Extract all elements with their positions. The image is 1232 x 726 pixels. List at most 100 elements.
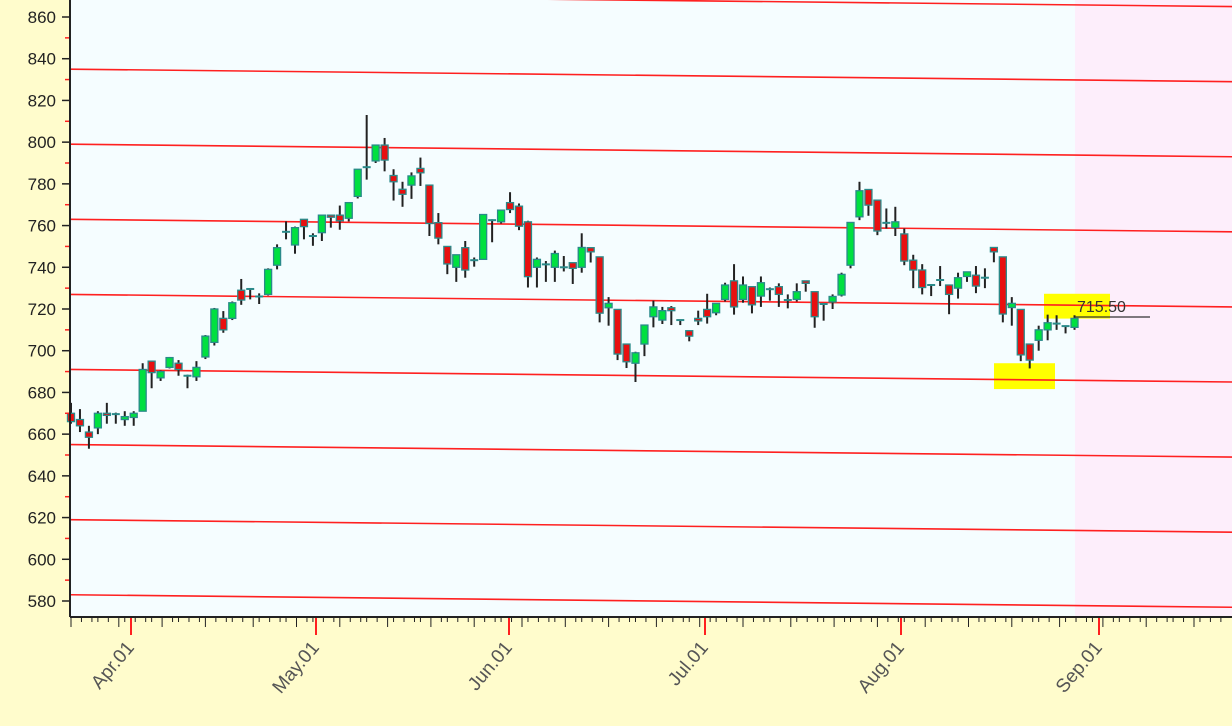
candle — [129, 411, 138, 426]
y-tick-label: 860 — [28, 8, 56, 27]
candle — [720, 282, 730, 302]
channel-line — [69, 518, 1232, 533]
candle-body — [729, 280, 739, 308]
x-tick-label: Jul.01 — [664, 638, 713, 690]
candle — [783, 294, 792, 309]
candle — [703, 293, 712, 324]
candle — [685, 330, 694, 342]
candle-body — [891, 221, 900, 229]
candle — [532, 257, 542, 288]
candle — [317, 214, 327, 242]
candle-body — [1070, 317, 1079, 329]
candle — [873, 199, 882, 236]
candle — [577, 233, 586, 273]
candle-body — [514, 205, 524, 227]
candle-body — [505, 201, 515, 211]
candle — [147, 360, 156, 389]
candle-body — [1043, 322, 1052, 331]
candle — [371, 144, 380, 163]
candle-body — [263, 268, 273, 296]
candle — [434, 213, 443, 245]
candle-body — [909, 259, 918, 271]
last-price-label: 715.50 — [1077, 299, 1126, 316]
candle — [156, 370, 165, 381]
candle — [201, 335, 210, 360]
candle-body — [353, 168, 362, 198]
candle — [1025, 343, 1034, 369]
candle-body — [577, 246, 586, 268]
candle-body — [398, 188, 407, 195]
candle — [1052, 315, 1061, 330]
candle — [514, 203, 524, 231]
candle — [479, 213, 488, 261]
candle — [640, 324, 649, 357]
candle — [344, 201, 353, 222]
candle — [909, 254, 918, 289]
candle-body — [416, 167, 425, 174]
candle-body — [685, 330, 694, 337]
y-tick-label: 800 — [28, 133, 56, 152]
candle-body — [299, 218, 309, 228]
x-tick-label: Apr.01 — [87, 638, 138, 694]
candle — [918, 264, 927, 295]
y-tick-label: 600 — [28, 550, 56, 569]
candle-body — [317, 214, 327, 234]
candle — [488, 219, 497, 243]
candle — [461, 241, 470, 278]
candle — [962, 271, 972, 282]
candle-body — [971, 274, 981, 287]
candle-body — [747, 286, 757, 306]
candle-body — [443, 245, 452, 265]
candle — [944, 284, 954, 315]
candle-body — [272, 247, 282, 266]
y-tick-label: 840 — [28, 50, 56, 69]
candle — [810, 291, 819, 328]
candle — [971, 266, 981, 294]
candle-body — [864, 188, 873, 206]
candle-body — [873, 199, 882, 232]
candle — [828, 294, 837, 309]
candle — [1007, 297, 1016, 326]
candle — [219, 311, 228, 333]
candle — [102, 402, 111, 424]
candle — [228, 301, 237, 321]
candle — [443, 245, 452, 275]
candle — [694, 310, 703, 326]
candle-body — [380, 144, 389, 161]
candle — [452, 254, 461, 282]
candle — [792, 283, 801, 302]
candle-body — [1034, 329, 1043, 341]
candle — [989, 246, 999, 263]
x-tick-label: May.01 — [269, 638, 324, 698]
candle-body — [756, 282, 766, 297]
x-tick-label: Aug.01 — [854, 638, 909, 698]
candle — [1016, 308, 1025, 362]
candle — [613, 308, 622, 361]
candle — [496, 209, 506, 224]
candle-body — [720, 284, 730, 301]
candle — [165, 356, 174, 369]
candle — [380, 137, 389, 172]
channel-line — [69, 593, 1232, 609]
candle — [523, 220, 533, 288]
candle-body — [810, 291, 819, 318]
candle-body — [1025, 343, 1034, 361]
candle — [882, 208, 891, 229]
candle-body — [631, 352, 640, 364]
y-tick-label: 640 — [28, 467, 56, 486]
candle-body — [165, 356, 174, 369]
candle-body — [953, 277, 963, 289]
candle — [362, 115, 371, 180]
candle-body — [174, 362, 183, 371]
candle-body — [568, 262, 577, 269]
candle — [93, 411, 103, 435]
candle-body — [694, 317, 703, 322]
candle-body — [846, 221, 855, 266]
candle-body — [532, 258, 542, 268]
candle — [595, 256, 604, 323]
channel-line — [69, 368, 1232, 383]
candle — [192, 361, 201, 381]
candle-body — [989, 246, 999, 253]
candle-body — [407, 175, 416, 186]
